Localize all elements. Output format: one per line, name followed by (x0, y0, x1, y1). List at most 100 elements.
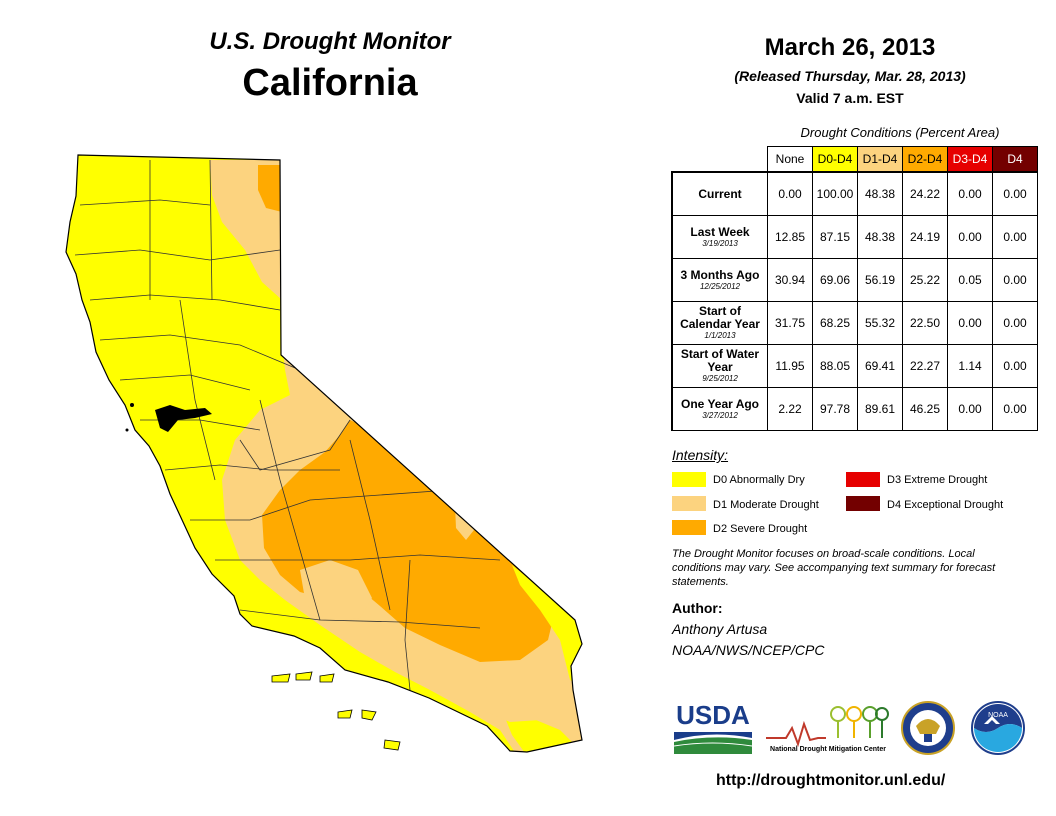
table-cell: 24.22 (902, 171, 948, 216)
table-cell: 22.27 (902, 344, 948, 388)
drought-stats-table: None D0-D4 D1-D4 D2-D4 D3-D4 D4 Current … (671, 146, 1038, 431)
table-cell: 56.19 (857, 258, 903, 302)
noaa-logo: NOAA (971, 701, 1025, 755)
table-cell: 48.38 (857, 215, 903, 259)
table-cell: 31.75 (767, 301, 813, 345)
table-cell: 0.00 (992, 258, 1038, 302)
table-cell: 46.25 (902, 387, 948, 431)
d1-pocket-south (300, 560, 372, 622)
table-cell: 0.00 (947, 301, 993, 345)
table-cell: 0.05 (947, 258, 993, 302)
california-drought-map (65, 154, 583, 753)
table-corner (672, 146, 768, 172)
table-row: Start of Water Year 9/25/2012 11.95 88.05… (671, 344, 1038, 388)
table-cell: 12.85 (767, 215, 813, 259)
legend-label-d2: D2 Severe Drought (713, 523, 808, 535)
table-cell: 0.00 (992, 301, 1038, 345)
table-cell: 69.41 (857, 344, 903, 388)
table-cell: 68.25 (812, 301, 858, 345)
map-header: U.S. Drought Monitor California (150, 28, 510, 105)
table-row: 3 Months Ago 12/25/2012 30.94 69.06 56.19… (671, 258, 1038, 302)
author-heading: Author: (672, 600, 723, 616)
legend-swatch-d4 (846, 496, 880, 511)
coast-islet (125, 428, 129, 432)
table-cell: 0.00 (992, 171, 1038, 216)
table-cell: 97.78 (812, 387, 858, 431)
map-date: March 26, 2013 (764, 34, 936, 61)
legend-label-d0: D0 Abnormally Dry (713, 474, 805, 486)
table-caption: Drought Conditions (Percent Area) (800, 125, 1000, 140)
d2-area-northeast (258, 165, 282, 212)
table-cell: 24.19 (902, 215, 948, 259)
table-cell: 25.22 (902, 258, 948, 302)
col-header: D1-D4 (857, 146, 903, 173)
table-cell: 100.00 (812, 171, 858, 216)
table-cell: 0.00 (992, 344, 1038, 388)
d0-area-southeast (512, 565, 582, 690)
channel-island (319, 673, 335, 683)
channel-island (295, 671, 313, 681)
legend-swatch-d2 (672, 520, 706, 535)
state-outline (65, 154, 583, 753)
valid-time: Valid 7 a.m. EST (796, 90, 904, 106)
col-header: D0-D4 (812, 146, 858, 173)
bay-island (130, 403, 134, 407)
legend-swatch-d3 (846, 472, 880, 487)
table-row: Current 0.00 100.00 48.38 24.22 0.00 0.0… (671, 171, 1038, 216)
col-header: None (767, 146, 813, 173)
channel-island (337, 709, 353, 719)
usda-logo: USDA (673, 700, 753, 754)
table-cell: 22.50 (902, 301, 948, 345)
table-row: Last Week 3/19/2013 12.85 87.15 48.38 24.… (671, 215, 1038, 259)
noaa-logo-text: NOAA (988, 712, 1008, 719)
monitor-title: U.S. Drought Monitor (209, 28, 451, 55)
d1-band-south (380, 640, 540, 722)
table-cell: 89.61 (857, 387, 903, 431)
disclaimer-note: The Drought Monitor focuses on broad-sca… (672, 548, 996, 588)
table-cell: 30.94 (767, 258, 813, 302)
legend-label-d3: D3 Extreme Drought (887, 474, 988, 486)
legend-swatch-d0 (672, 472, 706, 487)
author-organization: NOAA/NWS/NCEP/CPC (672, 642, 825, 658)
table-cell: 0.00 (947, 387, 993, 431)
table-cell: 69.06 (812, 258, 858, 302)
table-cell: 1.14 (947, 344, 993, 388)
ndmc-logo-text: National Drought Mitigation Center (770, 746, 886, 753)
date-header: March 26, 2013 (Released Thursday, Mar. … (680, 34, 1020, 106)
col-header: D4 (992, 146, 1038, 173)
row-label: 3 Months Ago 12/25/2012 (671, 258, 768, 302)
table-row: Start of Calendar Year 1/1/2013 31.75 68.… (671, 301, 1038, 345)
website-url[interactable]: http://droughtmonitor.unl.edu/ (716, 772, 946, 789)
table-cell: 2.22 (767, 387, 813, 431)
channel-island (383, 739, 401, 751)
row-label: One Year Ago 3/27/2012 (671, 387, 768, 431)
usda-logo-text: USDA (676, 700, 750, 730)
row-label: Last Week 3/19/2013 (671, 215, 768, 259)
table-header-row: None D0-D4 D1-D4 D2-D4 D3-D4 D4 (672, 146, 1038, 173)
san-francisco-bay (155, 405, 212, 432)
row-label: Start of Water Year 9/25/2012 (671, 344, 768, 388)
ndmc-logo: National Drought Mitigation Center (766, 706, 889, 753)
col-header: D2-D4 (902, 146, 948, 173)
col-header: D3-D4 (947, 146, 993, 173)
table-cell: 0.00 (767, 171, 813, 216)
commerce-seal (901, 701, 955, 755)
table-cell: 87.15 (812, 215, 858, 259)
table-cell: 48.38 (857, 171, 903, 216)
state-title: California (242, 62, 418, 104)
d2-area-central (262, 420, 560, 662)
table-cell: 0.00 (992, 387, 1038, 431)
channel-island (361, 709, 377, 721)
legend-swatch-d1 (672, 496, 706, 511)
table-cell: 0.00 (947, 171, 993, 216)
release-date: (Released Thursday, Mar. 28, 2013) (734, 68, 966, 84)
table-cell: 11.95 (767, 344, 813, 388)
author-name: Anthony Artusa (672, 621, 768, 637)
table-cell: 55.32 (857, 301, 903, 345)
legend-label-d4: D4 Exceptional Drought (887, 499, 1004, 511)
row-label: Start of Calendar Year 1/1/2013 (671, 301, 768, 345)
legend-title: Intensity: (672, 447, 729, 463)
legend-label-d1: D1 Moderate Drought (713, 499, 819, 511)
channel-island (271, 673, 291, 683)
row-label: Current (671, 171, 768, 216)
